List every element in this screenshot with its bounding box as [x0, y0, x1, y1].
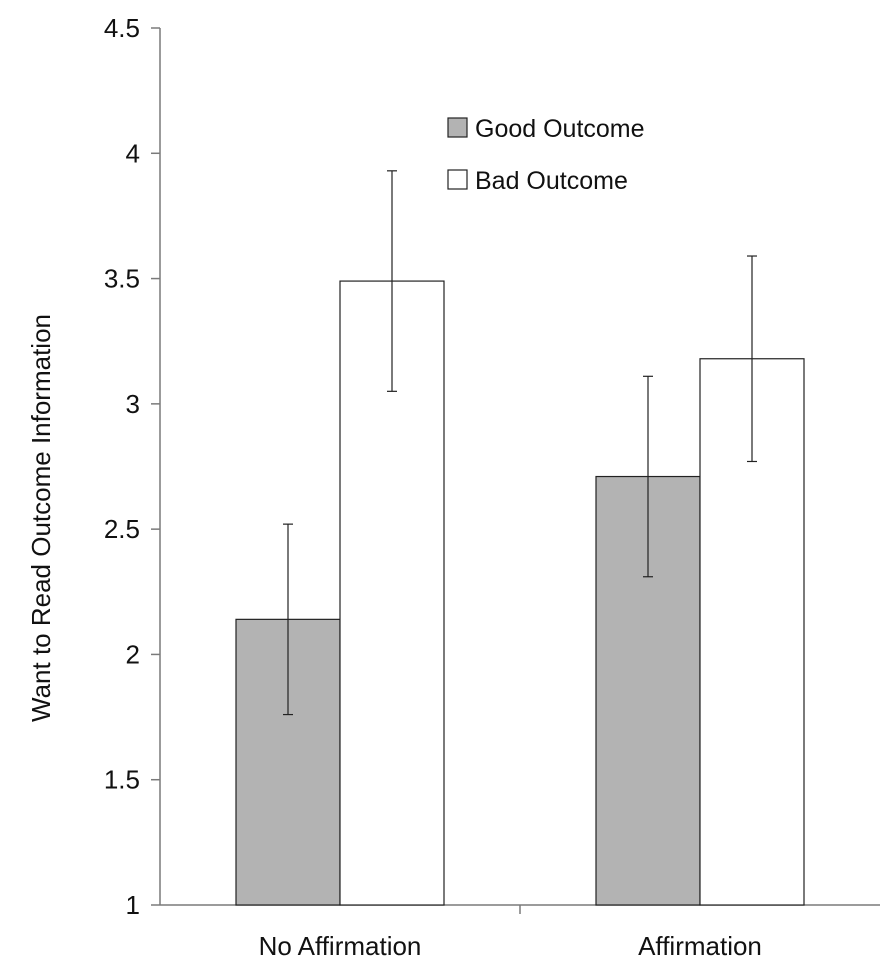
- y-tick-label: 4.5: [104, 13, 140, 43]
- y-tick-label: 1: [126, 890, 140, 920]
- y-tick-label: 2.5: [104, 514, 140, 544]
- x-tick-label: Affirmation: [638, 931, 762, 961]
- y-axis-title-group: Want to Read Outcome Information: [26, 314, 56, 722]
- y-tick-label: 1.5: [104, 765, 140, 795]
- error-bars: [283, 170, 757, 716]
- legend-label: Bad Outcome: [475, 167, 628, 195]
- y-tick-label: 2: [126, 639, 140, 669]
- legend-swatch: [447, 169, 468, 190]
- x-tick-label: No Affirmation: [259, 931, 422, 961]
- legend-swatch: [447, 117, 468, 138]
- y-tick-label: 3: [126, 389, 140, 419]
- bars: [235, 280, 805, 906]
- legend: Good Outcome Bad Outcome: [447, 115, 645, 195]
- y-tick-label: 4: [126, 138, 140, 168]
- legend-label: Good Outcome: [475, 115, 645, 143]
- axes: 1 1.5 2 2.5 3 3.5 4 4.5 No Affirmation Affirmatio…: [104, 13, 880, 961]
- y-axis-title: Want to Read Outcome Information: [26, 314, 56, 722]
- y-tick-label: 3.5: [104, 264, 140, 294]
